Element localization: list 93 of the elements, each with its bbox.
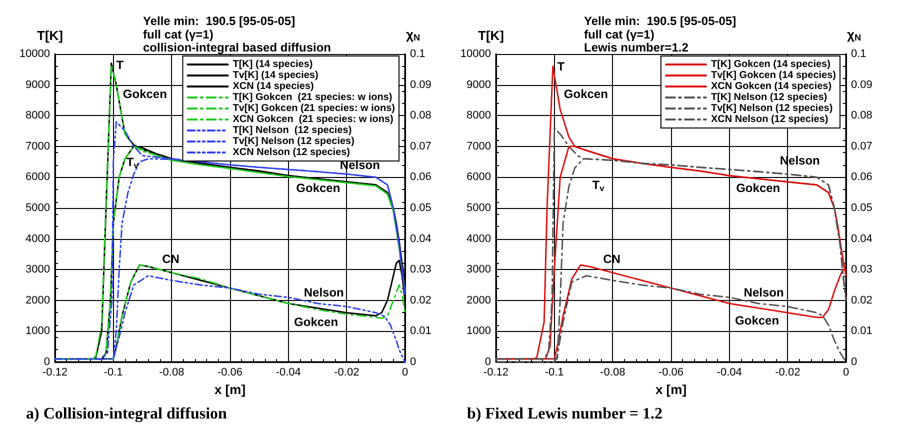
y-tick-label: 3000 (466, 264, 491, 276)
y-tick-label: 0 (44, 356, 50, 368)
y-tick-label: 2000 (466, 294, 491, 306)
y2-tick-label: 0.01 (410, 325, 432, 338)
chart-subtitle: full cat (γ=1) collision-integral based diffusion (143, 28, 332, 54)
y2-tick-label: 0.02 (410, 294, 432, 306)
text: b) Fixed Lewis number = 1.2 (467, 406, 662, 422)
y-tick-label: 1000 (26, 325, 50, 338)
legend-label: T[K] (14 species) (232, 59, 313, 70)
legend-label: Tv[K] (14 species) (232, 70, 318, 81)
legend-label: Tv[K] Gokcen (21 species: w ions) (232, 103, 395, 114)
y-axis-title: T[K] (478, 28, 504, 43)
x-tick-label: -0.06 (658, 366, 684, 378)
annotation: Gokcen (122, 87, 167, 102)
y-tick-label: 4000 (26, 232, 50, 245)
y-tick-label: 5000 (26, 202, 50, 214)
y-axis-title: T[K] (37, 28, 63, 43)
legend-label: Tv[K] Gokcen (14 species) (710, 70, 836, 81)
x-tick-label: -0.06 (217, 366, 243, 378)
annotation: Nelson (744, 286, 784, 300)
annotation: Gokcen (564, 87, 608, 102)
y-tick-label: 1000 (466, 325, 491, 338)
x-axis-title: x [m] (214, 382, 246, 397)
y-tick-label: 8000 (26, 110, 50, 122)
y2-tick-label: 0.03 (410, 264, 432, 276)
y-tick-label: 0 (484, 356, 491, 368)
x-tick-label: -0.04 (716, 366, 742, 378)
x-tick-label: -0.04 (276, 366, 301, 378)
x-tick-label: -0.08 (600, 366, 626, 378)
annotation: Gokcen (296, 180, 340, 195)
legend-label: T[K] Nelson (12 species) (232, 125, 352, 136)
y2-tick-label: 0.07 (851, 140, 872, 152)
annotation: Gokcen (294, 314, 338, 329)
legend-label: T[K] Gokcen (21 species: w ions) (232, 92, 392, 103)
x-axis-title: x [m] (655, 382, 687, 397)
x-tick-label: -0.12 (483, 366, 509, 378)
y2-tick-label: 0.04 (851, 232, 872, 245)
legend-label: T[K] Gokcen (14 species) (710, 59, 830, 70)
chart-title: Yelle min: 190.5 [95-05-05] (143, 14, 296, 28)
y2-tick-label: 0.1 (410, 48, 426, 60)
legend-label: XCN Gokcen (21 species: w ions) (232, 114, 394, 125)
y2-tick-label: 0.03 (851, 264, 872, 276)
y-tick-label: 6000 (466, 171, 491, 184)
y-tick-label: 10000 (19, 48, 50, 60)
x-tick-label: -0.02 (775, 366, 800, 378)
y2-tick-label: 0.08 (851, 110, 872, 122)
text: a) Collision-integral diffusion (26, 406, 228, 422)
x-tick-label: -0.02 (334, 366, 360, 378)
y-tick-label: 6000 (26, 171, 50, 184)
y2-tick-label: 0.05 (410, 202, 432, 214)
x-tick-label: -0.1 (104, 366, 123, 378)
chart-title: Yelle min: 190.5 [95-05-05] (584, 14, 736, 28)
annotation: T (557, 59, 566, 74)
y2-tick-label: 0.02 (851, 294, 872, 306)
annotation: Nelson (304, 286, 344, 300)
y2-tick-label: 0.04 (410, 232, 432, 245)
y-tick-label: 4000 (466, 232, 491, 245)
y2-tick-label: 0 (410, 356, 416, 368)
legend-label: Tv[K] Nelson (12 species) (710, 103, 833, 114)
legend-label: XCN Nelson (12 species) (710, 114, 828, 125)
y2-tick-label: 0.09 (851, 78, 872, 91)
legend-label: T[K] Nelson (12 species) (710, 92, 828, 103)
y2-tick-label: 0.07 (410, 140, 432, 152)
legend-label: XCN Nelson (12 species) (232, 147, 350, 158)
y-tick-label: 3000 (26, 264, 50, 276)
y2-tick-label: 0.06 (851, 171, 872, 184)
annotation: Gokcen (735, 313, 780, 328)
y2-tick-label: 0.01 (851, 325, 872, 338)
y-tick-label: 7000 (466, 140, 491, 152)
x-tick-label: -0.08 (159, 366, 184, 378)
annotation: Gokcen (736, 180, 780, 195)
legend-label: XCN Gokcen (14 species) (710, 81, 832, 92)
y2-tick-label: 0.06 (410, 171, 432, 184)
legend-label: Tv[K] Nelson (12 species) (232, 136, 354, 147)
annotation: T (116, 58, 124, 72)
y2-tick-label: 0 (851, 356, 858, 368)
x-tick-label: 0 (842, 366, 850, 378)
y2-tick-label: 0.08 (410, 110, 432, 122)
x-tick-label: -0.1 (544, 366, 564, 378)
y2-tick-label: 0.1 (851, 48, 866, 60)
y-tick-label: 8000 (466, 110, 491, 122)
chart-subtitle: full cat (γ=1) Lewis number=1.2 (584, 28, 689, 54)
y-tick-label: 9000 (26, 78, 50, 91)
y-tick-label: 5000 (466, 202, 491, 214)
y2-tick-label: 0.09 (410, 78, 432, 91)
y2-tick-label: 0.05 (851, 202, 872, 214)
y-tick-label: 9000 (466, 78, 491, 91)
x-tick-label: -0.12 (42, 366, 68, 378)
y-tick-label: 7000 (26, 140, 50, 152)
y-tick-label: 2000 (26, 294, 50, 306)
x-tick-label: 0 (402, 366, 408, 378)
legend-label: XCN (14 species) (232, 81, 314, 92)
y-tick-label: 10000 (460, 48, 491, 60)
